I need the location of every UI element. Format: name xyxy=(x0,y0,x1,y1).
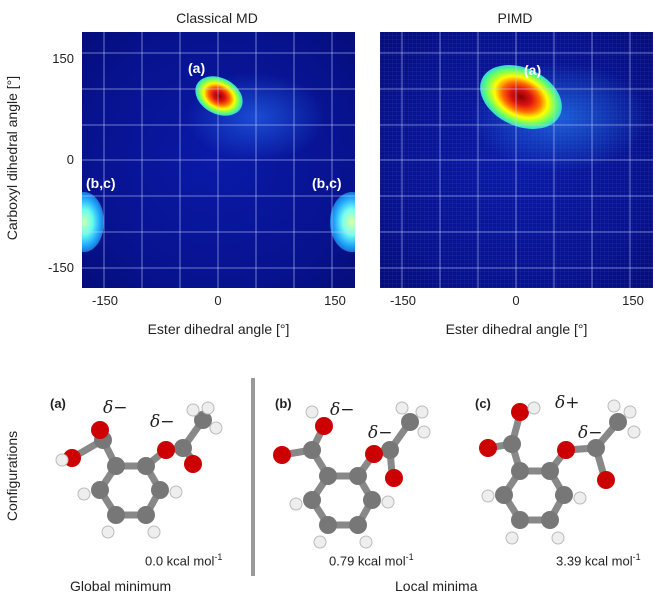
energy-b: 0.79 kcal mol-1 xyxy=(329,552,414,569)
x-tick-neg150-left: -150 xyxy=(91,293,119,308)
global-minimum-caption: Global minimum xyxy=(70,578,172,594)
energy-a: 0.0 kcal mol-1 xyxy=(145,552,223,569)
peak-label-bc-left: (b,c) xyxy=(86,175,116,191)
energy-c: 3.39 kcal mol-1 xyxy=(556,552,641,569)
heatmap-classical-md: (a) (b,c) (b,c) xyxy=(82,32,355,288)
configurations-label: Configurations xyxy=(4,430,20,522)
panel-title-classical: Classical MD xyxy=(176,10,258,26)
grid-lines xyxy=(82,32,355,288)
panel-title-pimd: PIMD xyxy=(497,10,533,26)
partial-charge-a2: δ− xyxy=(150,412,175,432)
peak-label-a: (a) xyxy=(188,60,206,76)
y-tick-150: 150 xyxy=(52,51,74,66)
y-tick-0: 0 xyxy=(66,152,74,167)
partial-charge-c1: δ+ xyxy=(555,393,580,413)
grid-lines xyxy=(380,32,653,288)
section-divider xyxy=(251,378,255,576)
partial-charge-a1: δ− xyxy=(103,398,128,418)
peak-label-a: (a) xyxy=(524,62,542,78)
molecule-c-image xyxy=(479,399,641,545)
heatmap-pimd: (a) xyxy=(380,32,653,288)
x-tick-0-left: 0 xyxy=(214,293,222,308)
x-tick-neg150-right: -150 xyxy=(389,293,417,308)
y-tick-neg150: -150 xyxy=(47,260,74,275)
x-tick-0-right: 0 xyxy=(512,293,520,308)
density-peak-bc-left xyxy=(82,192,104,252)
x-tick-150-right: 150 xyxy=(622,293,644,308)
config-label-b: (b) xyxy=(275,396,292,411)
config-label-a: (a) xyxy=(50,396,66,411)
config-label-c: (c) xyxy=(475,396,491,411)
partial-charge-c2: δ− xyxy=(578,423,603,443)
x-axis-label-left: Ester dihedral angle [°] xyxy=(147,321,290,337)
partial-charge-b1: δ− xyxy=(330,400,355,420)
x-tick-150-left: 150 xyxy=(324,293,346,308)
molecule-a-image xyxy=(55,401,223,539)
y-axis-label: Carboxyl dihedral angle [°] xyxy=(4,75,20,241)
x-axis-label-right: Ester dihedral angle [°] xyxy=(445,321,588,337)
molecule-b-image xyxy=(273,401,431,549)
local-minima-caption: Local minima xyxy=(395,578,478,594)
peak-label-bc-right: (b,c) xyxy=(312,175,342,191)
partial-charge-b2: δ− xyxy=(368,423,393,443)
